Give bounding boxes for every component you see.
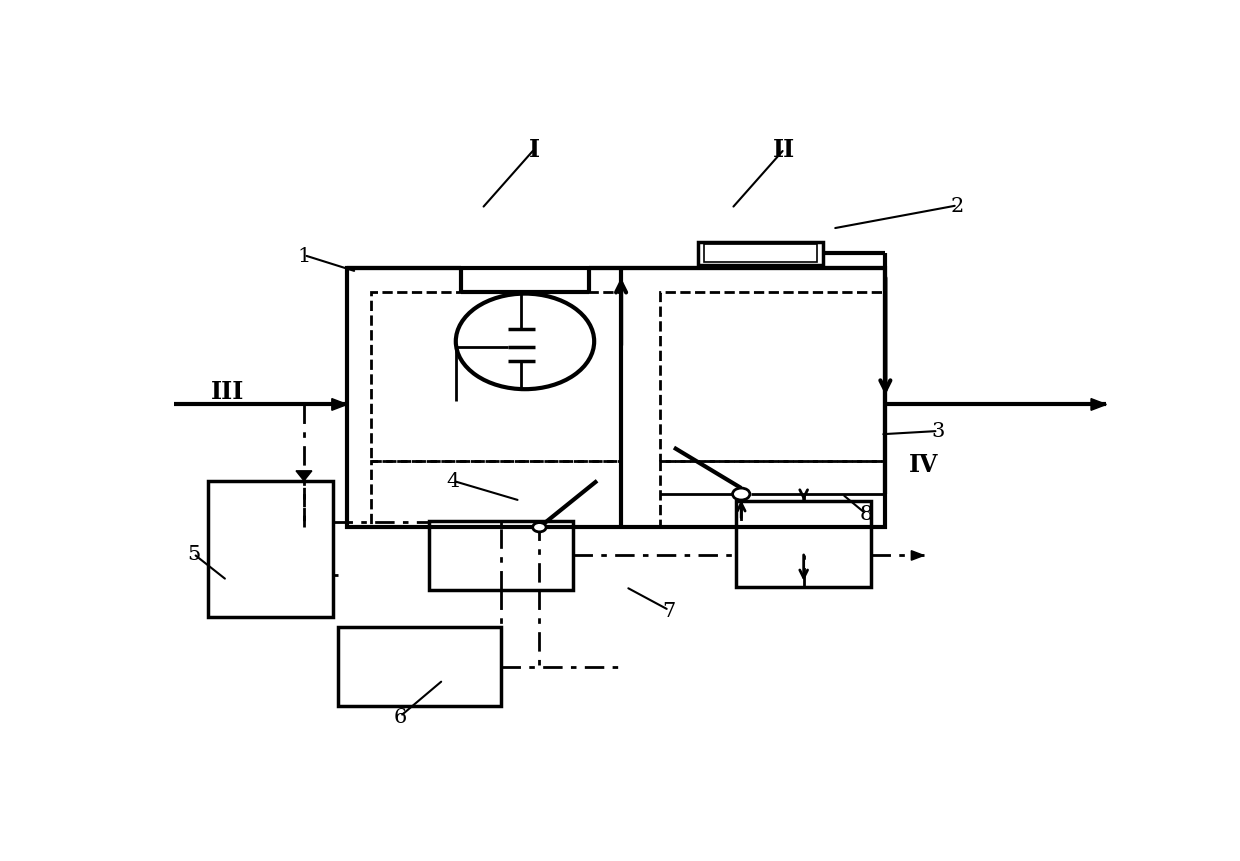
Text: 3: 3 [931,422,945,441]
Circle shape [733,488,750,500]
Bar [660,292,885,461]
Text: 2: 2 [951,196,963,215]
Bar [660,461,885,528]
Circle shape [533,523,546,532]
Text: 7: 7 [662,601,676,620]
Text: 8: 8 [859,505,873,523]
Polygon shape [296,471,312,481]
Text: I: I [529,138,541,162]
Text: 1: 1 [298,246,311,265]
Polygon shape [332,400,347,411]
Text: 6: 6 [393,707,407,726]
Text: III: III [211,380,244,404]
Polygon shape [1091,400,1106,411]
Bar [337,627,501,707]
Polygon shape [911,551,924,561]
Bar [347,269,885,528]
Bar [704,245,817,263]
Bar [698,243,823,266]
Text: IV: IV [909,453,939,477]
Bar [429,521,573,591]
Text: 4: 4 [446,472,460,491]
Bar [371,292,621,461]
Bar [371,461,621,528]
Bar [208,481,332,617]
Text: II: II [774,138,796,162]
Text: 5: 5 [187,545,200,564]
Bar [737,501,870,587]
